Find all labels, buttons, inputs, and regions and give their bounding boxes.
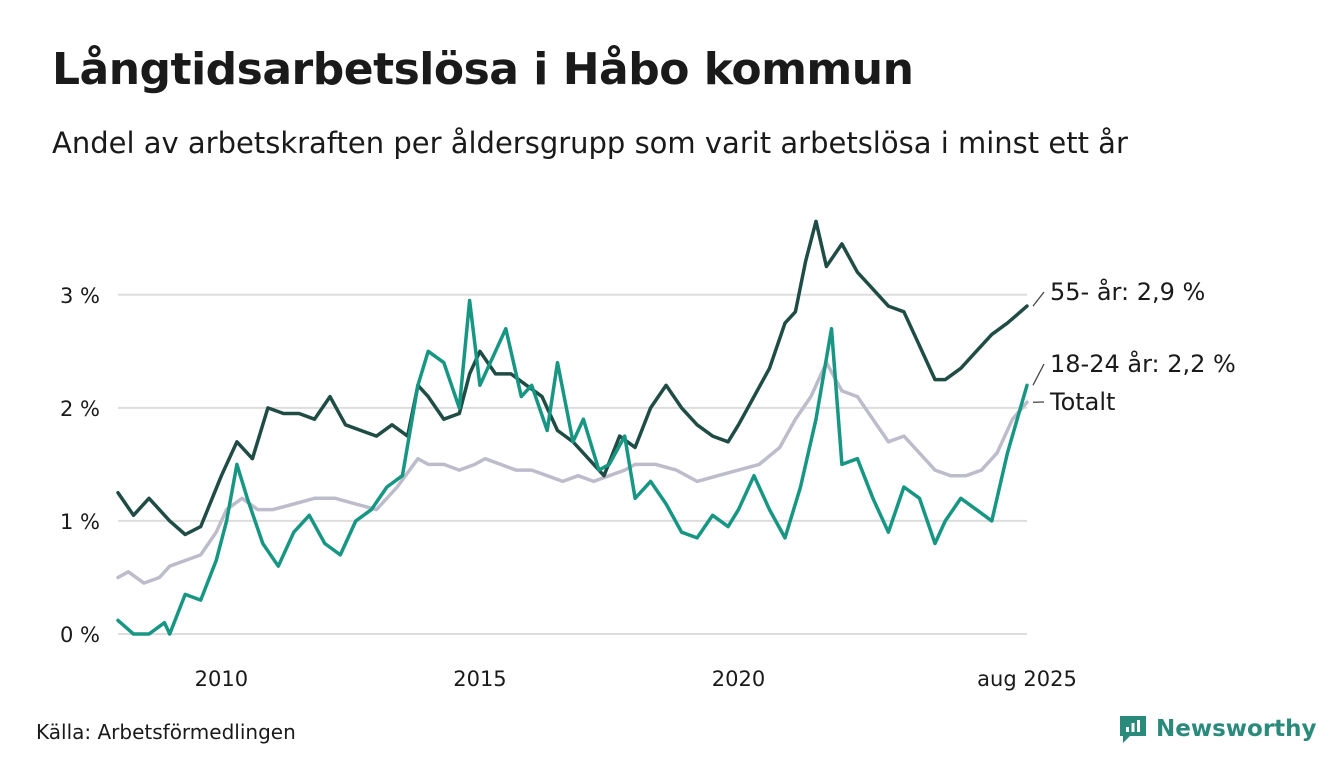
y-tick-label: 3 %: [60, 284, 100, 308]
y-tick-label: 0 %: [60, 623, 100, 647]
end-label-leader-s55: [1032, 291, 1045, 307]
end-label-s1824: 18-24 år: 2,2 %: [1050, 349, 1236, 378]
x-axis-ticks: 2010 2015 2020 aug 2025: [195, 667, 1077, 691]
series-line-s55: [116, 219, 1029, 537]
newsworthy-logo-icon: [1120, 716, 1146, 743]
line-chart: 0 % 1 % 2 % 3 % 2010 2015 2020 aug 2025 55- år…: [60, 219, 1236, 691]
series-line-s1824: [116, 298, 1029, 636]
y-tick-label: 1 %: [60, 510, 100, 534]
source-note: Källa: Arbetsförmedlingen: [36, 720, 296, 744]
y-axis-ticks: 0 % 1 % 2 % 3 %: [60, 284, 100, 647]
chart-title: Långtidsarbetslösa i Håbo kommun: [52, 44, 914, 95]
end-label-total: Totalt: [1049, 388, 1115, 416]
brand-logo: Newsworthy: [1118, 714, 1317, 744]
x-tick-label: 2010: [195, 667, 248, 691]
brand-name: Newsworthy: [1156, 716, 1317, 742]
end-label-leader-s1824: [1032, 363, 1045, 386]
y-tick-label: 2 %: [60, 397, 100, 421]
x-tick-label: 2015: [453, 667, 506, 691]
grid-lines: [118, 293, 1027, 635]
end-label-s55: 55- år: 2,9 %: [1050, 277, 1205, 306]
end-labels: 55- år: 2,9 % 18-24 år: 2,2 % Totalt: [1032, 277, 1236, 416]
series-lines: [116, 219, 1029, 636]
series-line-total: [116, 360, 1029, 585]
chart-subtitle: Andel av arbetskraften per åldersgrupp s…: [52, 126, 1128, 160]
x-tick-label: aug 2025: [977, 667, 1077, 691]
x-tick-label: 2020: [712, 667, 765, 691]
